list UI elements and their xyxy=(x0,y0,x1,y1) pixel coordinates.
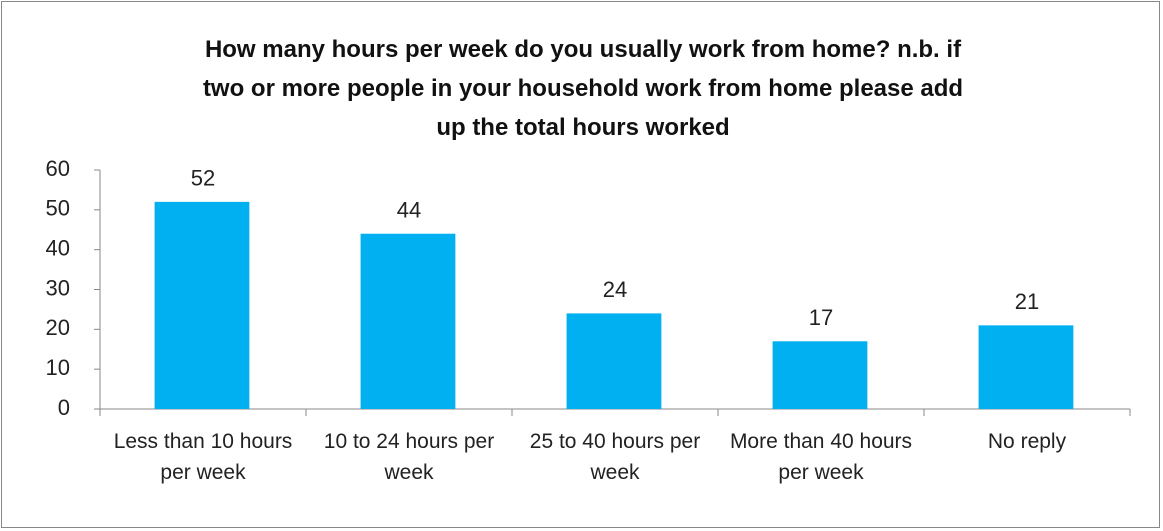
data-label: 17 xyxy=(809,305,833,330)
x-tick-label: More than 40 hours per week xyxy=(729,430,913,484)
y-tick-label: 0 xyxy=(58,395,70,420)
x-tick-label: No reply xyxy=(987,430,1067,453)
chart-title: How many hours per week do you usually w… xyxy=(202,36,964,141)
x-tick-label: Less than 10 hours per week xyxy=(113,430,293,484)
y-tick-label: 20 xyxy=(46,315,70,340)
y-tick-label: 10 xyxy=(46,355,70,380)
bar xyxy=(566,313,662,409)
bar xyxy=(978,325,1074,409)
y-tick-label: 40 xyxy=(46,235,70,260)
y-tick-label: 60 xyxy=(46,156,70,181)
y-tick-label: 30 xyxy=(46,275,70,300)
y-tick-label: 50 xyxy=(46,196,70,221)
x-tick-label: 25 to 40 hours per week xyxy=(529,430,701,484)
x-tick-label: 10 to 24 hours per week xyxy=(323,430,495,484)
bar xyxy=(154,201,250,409)
data-label: 24 xyxy=(603,277,627,302)
bar xyxy=(772,341,868,409)
data-label: 52 xyxy=(191,166,215,191)
data-label: 21 xyxy=(1015,289,1039,314)
bar xyxy=(360,233,456,409)
data-label: 44 xyxy=(397,198,421,223)
